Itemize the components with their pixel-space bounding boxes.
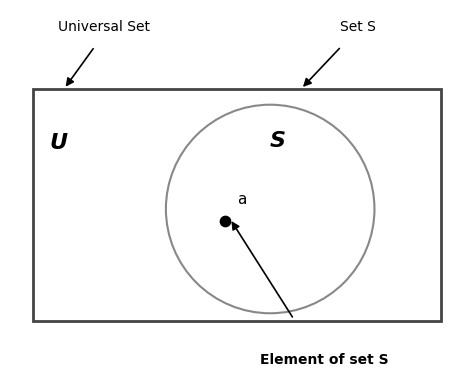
Text: U: U	[50, 133, 68, 153]
Text: a: a	[237, 192, 246, 207]
Ellipse shape	[166, 105, 374, 313]
Text: Set S: Set S	[340, 20, 376, 34]
Bar	[33, 89, 441, 321]
Point	[221, 217, 229, 224]
Text: Universal Set: Universal Set	[58, 20, 150, 34]
Text: Element of set S: Element of set S	[260, 353, 389, 367]
Text: S: S	[269, 131, 285, 151]
